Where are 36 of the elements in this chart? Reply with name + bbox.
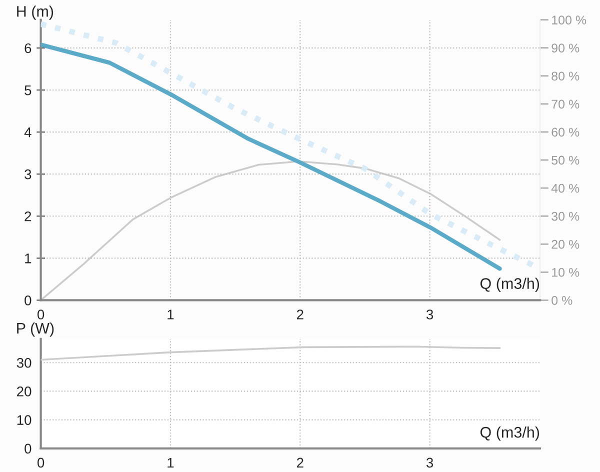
x-tick-label: 1 xyxy=(168,458,174,468)
y2-tick-label: 20 % xyxy=(552,240,580,249)
x-tick-label: 1 xyxy=(168,310,174,320)
y2-tick-label: 40 % xyxy=(551,184,580,193)
y-tick-label: 30 xyxy=(16,358,32,368)
y-tick-label: 10 xyxy=(17,415,32,425)
y2-tick-label: 70 % xyxy=(552,100,580,109)
y-tick-label: 4 xyxy=(24,128,32,138)
y2-tick-label: 0 % xyxy=(552,296,572,305)
y2-tick-label: 90 % xyxy=(552,44,580,53)
y2-tick-label: 100 % xyxy=(552,16,586,24)
y-tick-label: 2 xyxy=(24,211,32,222)
x-tick-label: 0 xyxy=(37,310,44,320)
line-series xyxy=(40,42,502,271)
y2-tick-label: 60 % xyxy=(552,128,580,137)
y-axis-title: H (m) xyxy=(17,6,54,20)
y-tick-label: 6 xyxy=(24,43,32,54)
x-axis-title: Q (m3/h) xyxy=(480,278,540,292)
y-tick-label: 20 xyxy=(17,386,32,396)
x-tick-label: 3 xyxy=(426,310,434,320)
x-axis-title: Q (m3/h) xyxy=(480,426,540,441)
x-tick-label: 0 xyxy=(37,458,44,468)
y-tick-label: 5 xyxy=(24,86,32,96)
x-tick-label: 3 xyxy=(426,458,434,468)
x-tick-label: 2 xyxy=(296,310,304,320)
y2-tick-label: 50 % xyxy=(552,156,580,165)
y-tick-label: 3 xyxy=(24,169,32,180)
y-tick-label: 0 xyxy=(24,296,32,306)
y-tick-label: 0 xyxy=(24,444,32,454)
y2-tick-label: 80 % xyxy=(552,72,580,81)
y-tick-label: 1 xyxy=(25,254,32,264)
x-tick-label: 2 xyxy=(296,458,304,468)
y2-tick-label: 30 % xyxy=(552,212,580,221)
y2-tick-label: 10 % xyxy=(552,268,580,277)
line-series xyxy=(40,346,501,361)
y-axis-title: P (W) xyxy=(17,322,54,337)
